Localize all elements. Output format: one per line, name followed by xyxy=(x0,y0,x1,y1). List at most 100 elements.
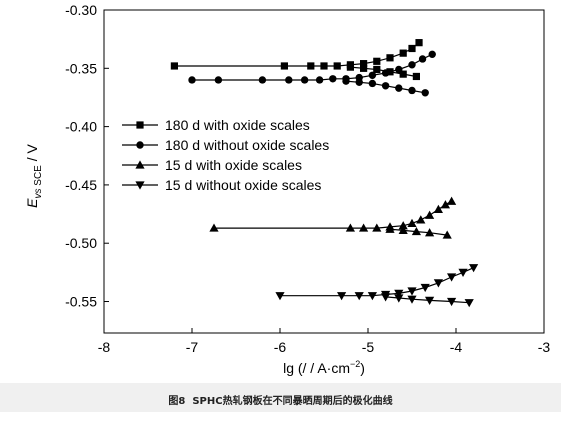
data-point xyxy=(275,292,285,301)
data-point xyxy=(469,264,479,273)
data-point xyxy=(408,61,416,69)
plot-frame xyxy=(103,9,545,334)
data-point xyxy=(425,296,435,305)
data-point xyxy=(407,287,417,296)
plot-area: -8 -7 -6 -5 -4 -3 -0.30 -0.35 -0.40 -0.45 -0.50 -0.… xyxy=(65,2,550,355)
figure-caption: 图8 SPHC热轧钢板在不同暴晒周期后的极化曲线 xyxy=(0,383,561,412)
data-point xyxy=(433,279,443,288)
legend-label: 15 d without oxide scales xyxy=(165,177,321,193)
y-axis-title-subscript-italic: vs xyxy=(33,189,44,199)
y-tick-label: -0.35 xyxy=(65,60,97,76)
y-axis-title-subscript: SCE xyxy=(33,165,44,189)
x-axis-title-close: ) xyxy=(360,360,365,376)
data-point xyxy=(345,223,355,232)
data-point xyxy=(385,224,395,233)
x-tick-label: -3 xyxy=(538,339,551,355)
data-point xyxy=(300,76,309,84)
y-tick-label: -0.40 xyxy=(65,119,97,135)
data-point xyxy=(354,292,364,301)
data-point xyxy=(408,44,416,53)
data-point xyxy=(360,64,368,72)
data-point xyxy=(188,76,196,84)
data-point xyxy=(398,221,408,230)
data-point xyxy=(447,196,457,205)
data-point xyxy=(381,82,390,90)
data-point xyxy=(407,295,417,304)
y-tick-label: -0.45 xyxy=(65,177,97,193)
legend-item: 15 d without oxide scales xyxy=(122,177,321,193)
data-point xyxy=(170,62,178,70)
data-point xyxy=(368,71,377,79)
data-point xyxy=(464,299,474,308)
series-4 xyxy=(275,264,479,308)
data-point xyxy=(355,78,363,86)
data-point xyxy=(285,76,293,84)
legend: 180 d with oxide scales 180 d without oxi… xyxy=(122,117,329,193)
legend-label: 15 d with oxide scales xyxy=(165,157,302,173)
legend-marker xyxy=(136,121,144,129)
data-point xyxy=(458,268,468,277)
data-point xyxy=(415,39,423,47)
data-point xyxy=(333,62,341,70)
legend-marker xyxy=(135,160,145,169)
data-point xyxy=(373,57,381,65)
series-1 xyxy=(170,39,423,81)
data-point xyxy=(447,297,457,307)
polarization-chart: -8 -7 -6 -5 -4 -3 -0.30 -0.35 -0.40 -0.45 -0.50 -0.… xyxy=(24,2,550,376)
y-tick-label: -0.50 xyxy=(65,235,97,251)
x-axis-title-superscript: −2 xyxy=(350,359,360,369)
data-point xyxy=(381,69,390,77)
data-point xyxy=(394,294,404,303)
data-point xyxy=(399,49,407,57)
x-tick-label: -4 xyxy=(450,339,463,355)
data-point xyxy=(416,215,426,224)
data-point xyxy=(368,79,377,88)
y-tick-label: -0.55 xyxy=(65,294,97,310)
data-point xyxy=(394,289,404,298)
data-point xyxy=(214,76,223,84)
data-point xyxy=(209,223,219,232)
data-point xyxy=(337,292,347,301)
data-point xyxy=(425,228,435,237)
data-point xyxy=(320,62,328,70)
legend-label: 180 d with oxide scales xyxy=(165,117,310,133)
data-point xyxy=(411,226,421,236)
data-point xyxy=(395,84,403,92)
x-tick-label: -8 xyxy=(98,339,111,355)
legend-marker xyxy=(135,181,145,190)
y-axis-title-unit: / V xyxy=(24,143,40,165)
data-point xyxy=(280,62,288,70)
data-point xyxy=(395,65,403,74)
series-3 xyxy=(209,196,457,239)
data-point xyxy=(258,76,267,84)
data-point xyxy=(408,86,416,95)
data-point xyxy=(442,230,452,239)
series-line xyxy=(174,42,420,67)
data-point xyxy=(359,223,369,232)
legend-item: 180 d with oxide scales xyxy=(122,117,310,133)
x-tick-label: -7 xyxy=(186,339,199,355)
data-point xyxy=(412,72,420,81)
data-point xyxy=(420,283,430,293)
data-point xyxy=(386,54,394,62)
data-point xyxy=(381,293,391,302)
legend-item: 15 d with oxide scales xyxy=(122,157,302,173)
data-point xyxy=(399,70,407,78)
data-point xyxy=(373,65,381,74)
series-line xyxy=(280,267,474,297)
data-point xyxy=(425,210,435,219)
legend-label: 180 d without oxide scales xyxy=(165,137,329,153)
x-tick-label: -6 xyxy=(274,339,287,355)
data-point xyxy=(329,75,337,83)
data-point xyxy=(433,204,443,213)
y-axis-title: Evs SCE / V xyxy=(24,143,44,207)
series-2 xyxy=(188,50,436,97)
data-point xyxy=(307,62,315,70)
data-point xyxy=(428,50,436,59)
x-axis-title-text: lg (/ / A·cm xyxy=(283,360,350,376)
data-point xyxy=(367,292,377,301)
data-point xyxy=(421,89,429,97)
data-point xyxy=(315,76,324,84)
data-point xyxy=(342,77,350,85)
data-point xyxy=(398,225,408,234)
